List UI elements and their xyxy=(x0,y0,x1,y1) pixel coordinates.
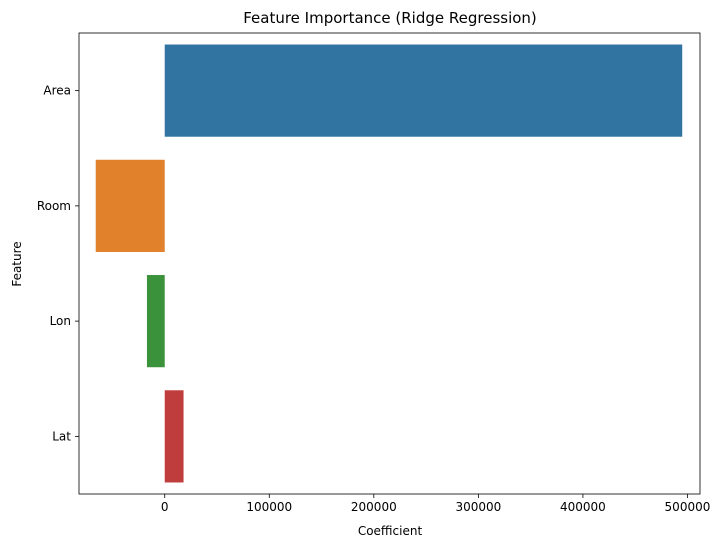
y-tick-label-room: Room xyxy=(37,199,71,213)
bar-lat xyxy=(164,390,184,483)
x-tick-label: 300000 xyxy=(455,500,501,514)
bar-area xyxy=(164,44,683,137)
y-tick-label-lon: Lon xyxy=(50,314,71,328)
x-tick-label: 200000 xyxy=(351,500,397,514)
x-tick-label: 0 xyxy=(161,500,169,514)
y-tick-label-area: Area xyxy=(43,84,71,98)
bar-lon xyxy=(146,275,165,368)
chart-title: Feature Importance (Ridge Regression) xyxy=(243,9,537,27)
y-axis-ticks: Area Room Lon Lat xyxy=(37,84,79,443)
x-tick-label: 400000 xyxy=(560,500,606,514)
x-tick-label: 100000 xyxy=(246,500,292,514)
plot-area-frame xyxy=(78,32,701,495)
x-tick-label: 500000 xyxy=(665,500,711,514)
bar-room xyxy=(95,159,165,252)
x-axis-ticks: 0 100000 200000 300000 400000 500000 xyxy=(161,494,710,514)
x-axis-label: Coefficient xyxy=(358,524,423,538)
y-axis-label: Feature xyxy=(10,241,24,286)
bars-group xyxy=(95,44,683,483)
y-tick-label-lat: Lat xyxy=(52,429,71,443)
